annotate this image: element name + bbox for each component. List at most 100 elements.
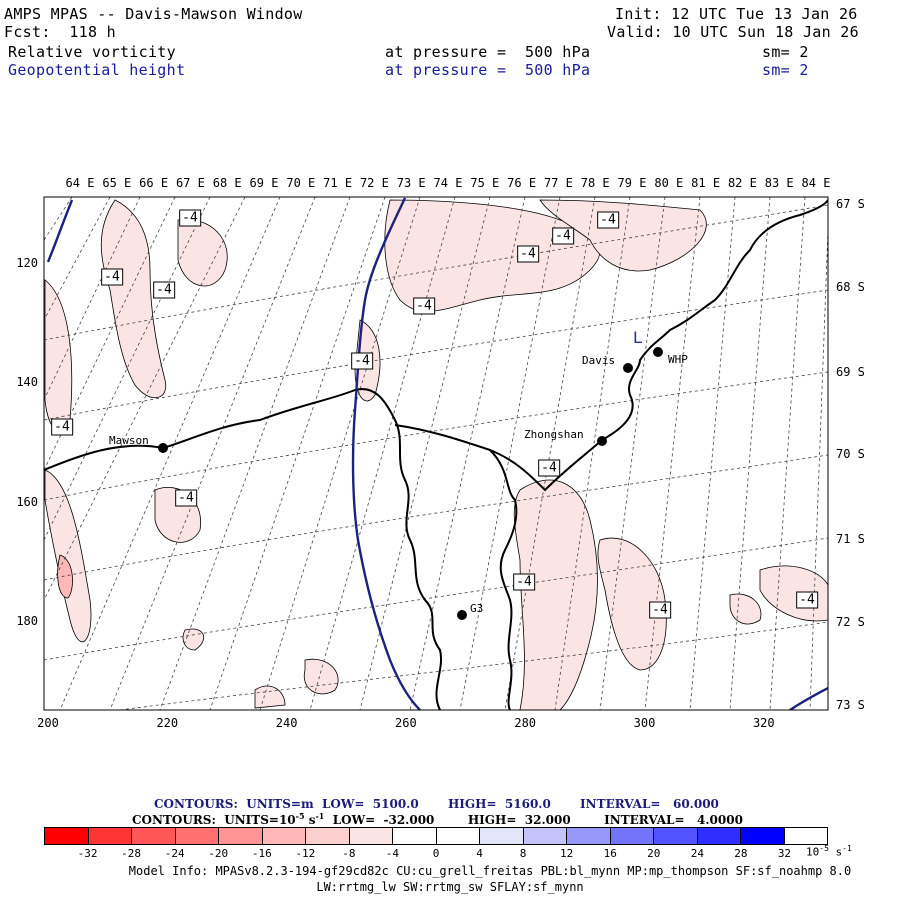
colorbar-label: 12	[560, 847, 574, 860]
x-tick-label: 320	[752, 716, 775, 730]
longitude-label: 64 E	[65, 176, 95, 190]
contour-value-label: -4	[179, 209, 201, 227]
colorbar-swatch	[45, 828, 89, 844]
longitude-label: 80 E	[654, 176, 684, 190]
y-tick-label: 120	[16, 256, 38, 270]
colorbar-swatch	[567, 828, 611, 844]
colorbar-label: 16	[603, 847, 617, 860]
colorbar-label: -24	[164, 847, 185, 860]
contour-value-label: -4	[101, 268, 123, 286]
field2-name: Geopotential height	[8, 61, 186, 79]
contour-value-label: -4	[51, 418, 73, 436]
vorticity-negative-regions	[44, 199, 828, 710]
contour-value-label: -4	[351, 352, 373, 370]
low-pressure-marker: L	[633, 328, 642, 347]
colorbar-label: 32	[777, 847, 792, 860]
map-title: AMPS MPAS -- Davis-Mawson Window	[4, 5, 303, 23]
longitude-label: 65 E	[102, 176, 132, 190]
colorbar-label: 8	[519, 847, 527, 860]
latitude-label: 68 S	[836, 280, 865, 294]
longitude-label: 71 E	[323, 176, 353, 190]
field2-smooth: sm= 2	[762, 61, 809, 79]
valid-time: Valid: 10 UTC Sun 18 Jan 26	[607, 23, 859, 41]
colorbar-swatch	[349, 828, 393, 844]
colorbar-swatch	[654, 828, 698, 844]
contour-value-label: -4	[796, 591, 818, 609]
longitude-label: 82 E	[727, 176, 757, 190]
station-whp: WHP	[668, 353, 688, 366]
contour-value-label: -4	[649, 601, 671, 619]
y-tick-label: 160	[16, 495, 38, 509]
colorbar-swatch	[610, 828, 654, 844]
x-tick-label: 280	[514, 716, 537, 730]
colorbar-swatch	[175, 828, 219, 844]
colorbar-label: -28	[121, 847, 142, 860]
latitude-label: 69 S	[836, 365, 865, 379]
colorbar-swatch	[88, 828, 132, 844]
colorbar-swatch	[393, 828, 437, 844]
contour-value-label: -4	[513, 573, 535, 591]
colorbar-label: 20	[647, 847, 661, 860]
field1-name: Relative vorticity	[8, 43, 176, 61]
longitude-label: 70 E	[286, 176, 316, 190]
colorbar-swatch	[697, 828, 741, 844]
latitude-label: 70 S	[836, 447, 865, 461]
contour-value-label: -4	[175, 489, 197, 507]
station-g3: G3	[470, 602, 484, 615]
colorbar-swatch	[480, 828, 524, 844]
model-info-line1: Model Info: MPASv8.2.3-194-gf29cd82c CU:…	[128, 864, 852, 878]
longitude-label: 72 E	[359, 176, 389, 190]
x-tick-label: 260	[395, 716, 417, 730]
longitude-label: 78 E	[580, 176, 610, 190]
colorbar	[44, 827, 828, 845]
longitude-label: 77 E	[543, 176, 573, 190]
colorbar-swatch	[436, 828, 480, 844]
model-info-line2: LW:rrtmg_lw SW:rrtmg_sw SFLAY:sf_mynn	[316, 880, 584, 894]
field2-level: at pressure = 500 hPa	[385, 61, 591, 79]
station-zhongshan: Zhongshan	[524, 428, 584, 441]
colorbar-label: 0	[432, 847, 440, 860]
station-davis: Davis	[582, 354, 616, 367]
longitude-label: 67 E	[175, 176, 205, 190]
longitude-label: 73 E	[396, 176, 426, 190]
x-tick-label: 200	[37, 716, 59, 730]
colorbar-swatch	[219, 828, 263, 844]
colorbar-units: 10-5 s-1	[806, 844, 852, 859]
longitude-label: 79 E	[617, 176, 647, 190]
longitude-label: 83 E	[764, 176, 794, 190]
colorbar-label: -4	[385, 847, 400, 860]
contour-value-label: -4	[517, 245, 539, 263]
colorbar-label: 28	[734, 847, 748, 860]
graticule-lines	[44, 197, 828, 710]
longitude-label: 74 E	[433, 176, 463, 190]
colorbar-swatch	[784, 828, 827, 844]
colorbar-label: -16	[251, 847, 272, 860]
longitude-label: 68 E	[212, 176, 242, 190]
field1-smooth: sm= 2	[762, 43, 809, 61]
longitude-label: 76 E	[507, 176, 537, 190]
latitude-label: 72 S	[836, 615, 865, 629]
colorbar-swatch	[306, 828, 350, 844]
longitude-label: 69 E	[249, 176, 279, 190]
field1-level: at pressure = 500 hPa	[385, 43, 591, 61]
y-tick-label: 140	[16, 375, 38, 389]
colorbar-label: 24	[690, 847, 704, 860]
latitude-label: 71 S	[836, 532, 865, 546]
longitude-label: 66 E	[139, 176, 169, 190]
colorbar-swatch	[741, 828, 785, 844]
longitude-label: 81 E	[691, 176, 721, 190]
colorbar-label: -8	[342, 847, 356, 860]
colorbar-swatch	[132, 828, 176, 844]
colorbar-swatch	[262, 828, 306, 844]
contour-value-label: -4	[413, 297, 435, 315]
x-tick-label: 300	[633, 716, 656, 730]
contour-value-label: -4	[153, 281, 175, 299]
longitude-label: 75 E	[470, 176, 500, 190]
contour-value-label: -4	[552, 227, 574, 245]
longitude-label: 84 E	[801, 176, 831, 190]
y-tick-label: 180	[16, 614, 38, 628]
latitude-label: 73 S	[836, 698, 865, 712]
colorbar-label: -12	[295, 847, 316, 860]
latitude-label: 67 S	[836, 197, 865, 211]
